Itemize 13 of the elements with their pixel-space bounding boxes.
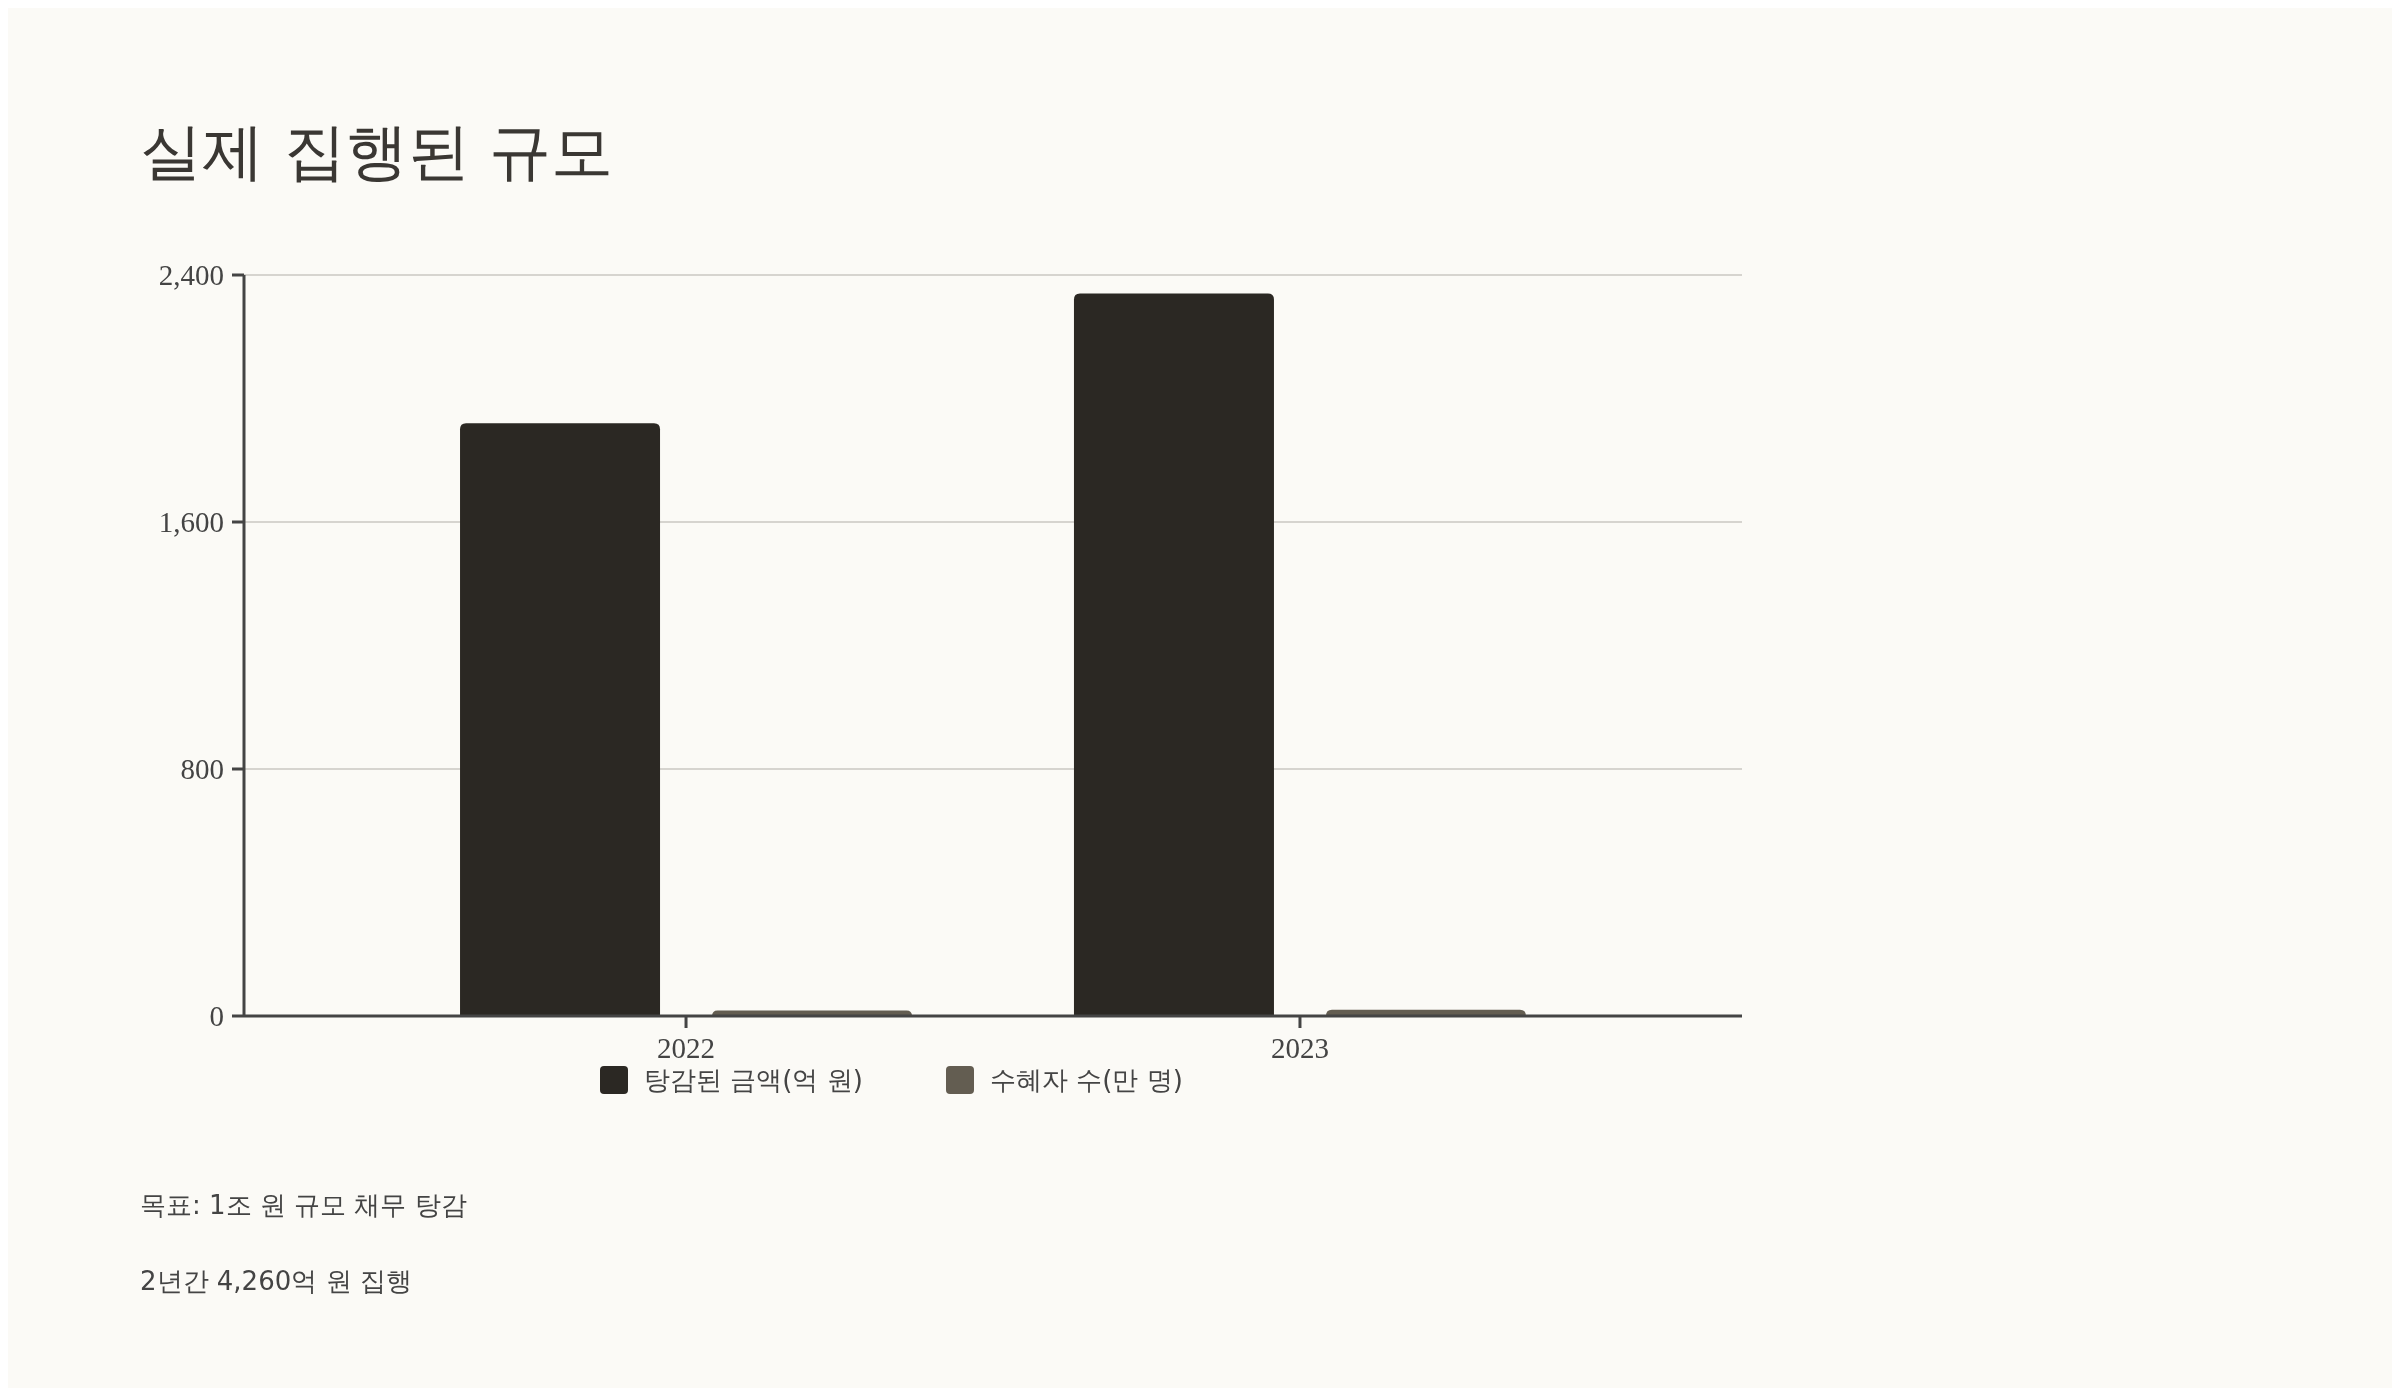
x-tick-label: 2023	[1270, 1032, 1329, 1064]
legend-label: 수혜자 수(만 명)	[990, 1065, 1183, 1096]
text: 2년간 4,260억 원 집행	[140, 1266, 412, 1296]
y-tick-label: 2,400	[158, 259, 224, 292]
chart-title: 실제 집행된 규모	[140, 115, 614, 188]
legend-label: 탕감된 금액(억 원)	[644, 1065, 863, 1096]
text: 목표: 1조 원 규모 채무 탕감	[140, 1190, 467, 1220]
bar	[1073, 293, 1274, 1016]
bar	[460, 423, 661, 1016]
y-tick-label: 0	[209, 1000, 224, 1033]
x-tick-label: 2022	[657, 1032, 716, 1064]
y-tick-label: 1,600	[158, 506, 224, 539]
y-tick-label: 800	[180, 753, 224, 786]
